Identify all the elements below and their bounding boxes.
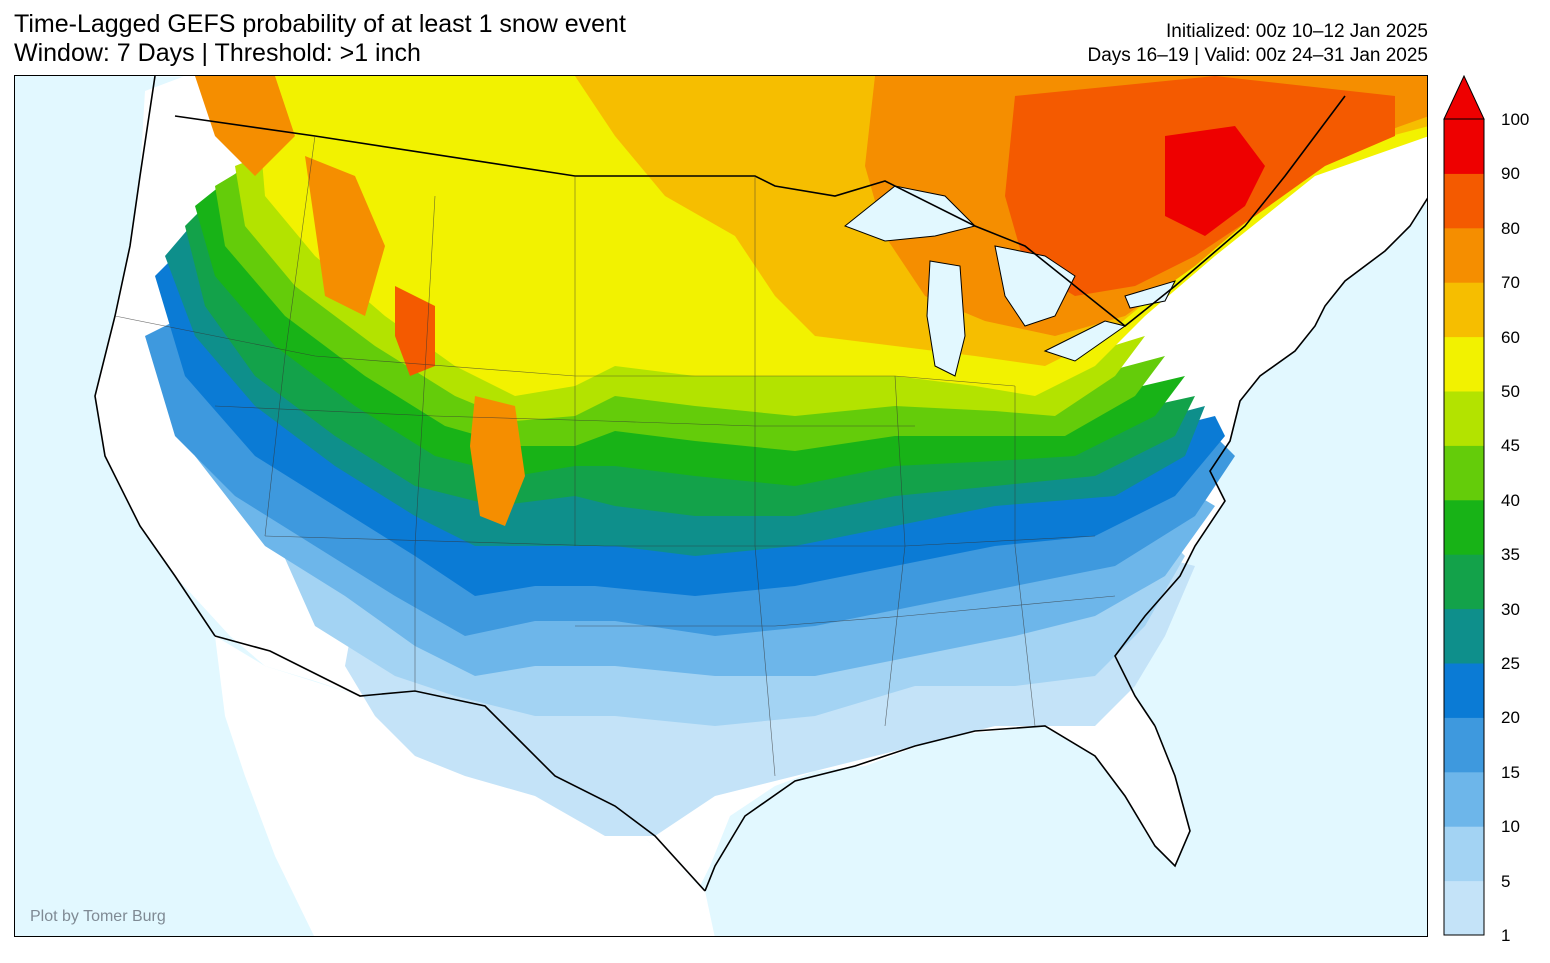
state-line (1014, 386, 1036, 727)
colorbar-segment (1444, 391, 1484, 446)
colorbar-segment (1444, 608, 1484, 664)
colorbar-segment (1444, 663, 1484, 718)
colorbar-extend-arrow (1443, 75, 1485, 120)
colorbar-tick-label: 40 (1501, 490, 1520, 510)
colorbar-tick-label: 20 (1501, 708, 1520, 728)
colorbar-outline (1443, 118, 1485, 936)
contour-90 (1165, 126, 1265, 236)
colorbar-segment (1444, 282, 1484, 338)
state-line (884, 375, 906, 727)
plot-credit: Plot by Tomer Burg (30, 908, 166, 925)
colorbar-segment (1444, 554, 1484, 610)
title-line-2: Window: 7 Days | Threshold: >1 inch (14, 39, 421, 67)
colorbar-tick-label: 35 (1501, 545, 1520, 565)
colorbar-tick-label: 15 (1501, 762, 1520, 782)
state-line (214, 405, 915, 427)
lake-huron (994, 245, 1076, 327)
west-coastline (94, 76, 216, 637)
colorbar-segment (1444, 336, 1484, 392)
colorbar-tick-label: 10 (1501, 817, 1520, 837)
probability-map (94, 76, 1427, 936)
colorbar-tick-label: 80 (1501, 218, 1520, 238)
colorbar-segment (1444, 771, 1484, 827)
gulf-coastline (704, 725, 1191, 892)
state-line (575, 595, 1116, 627)
state-line (264, 535, 1096, 547)
colorbar-segment (1444, 227, 1484, 283)
state-line (754, 176, 776, 777)
colorbar-segment (1444, 826, 1484, 882)
us-mexico-border (214, 635, 706, 892)
state-line (264, 135, 316, 537)
colorbar-segment (1444, 880, 1484, 936)
west-orange (305, 156, 385, 316)
figure-title: Time-Lagged GEFS probability of at least… (14, 10, 626, 68)
colorbar (1443, 75, 1485, 936)
colorado-orange (470, 396, 525, 526)
canada-us-border (174, 95, 1346, 328)
probability-fills (145, 76, 1427, 836)
title-line-1: Time-Lagged GEFS probability of at least… (14, 10, 626, 38)
state-lines (114, 135, 1116, 777)
mexico-land (215, 636, 715, 936)
run-info: Initialized: 00z 10–12 Jan 2025 Days 16–… (1088, 20, 1429, 68)
initialized-label: Initialized: 00z 10–12 Jan 2025 (1166, 21, 1428, 42)
colorbar-tick-label: 1 (1501, 926, 1511, 945)
lake-ontario (1124, 280, 1176, 309)
state-line (414, 195, 436, 691)
colorbar-tick-label: 30 (1501, 599, 1520, 619)
colorbar-segment (1444, 499, 1484, 555)
colorbar-segment (1444, 119, 1484, 174)
colorbar-tick-label: 60 (1501, 327, 1520, 347)
lake-michigan (926, 260, 966, 377)
valid-label: Days 16–19 | Valid: 00z 24–31 Jan 2025 (1087, 45, 1429, 66)
west-red (395, 286, 435, 376)
colorbar-tick-label: 100 (1501, 110, 1530, 129)
east-coastline (1114, 197, 1427, 727)
colorbar-tick-label: 5 (1501, 871, 1511, 891)
political-borders (94, 76, 1427, 892)
map-panel: Plot by Tomer Burg (14, 75, 1428, 937)
colorbar-tick-label: 90 (1501, 164, 1520, 184)
colorbar-segment (1444, 173, 1484, 229)
colorbar-segment (1444, 445, 1484, 501)
colorbar-segment (1444, 717, 1484, 773)
colorbar-tick-label: 50 (1501, 382, 1520, 401)
colorbar-segments (1443, 75, 1485, 936)
state-line (114, 315, 1016, 387)
colorbar-tick-label: 25 (1501, 654, 1520, 673)
colorbar-tick-label: 45 (1501, 436, 1520, 456)
colorbar-tick-label: 70 (1501, 273, 1520, 293)
